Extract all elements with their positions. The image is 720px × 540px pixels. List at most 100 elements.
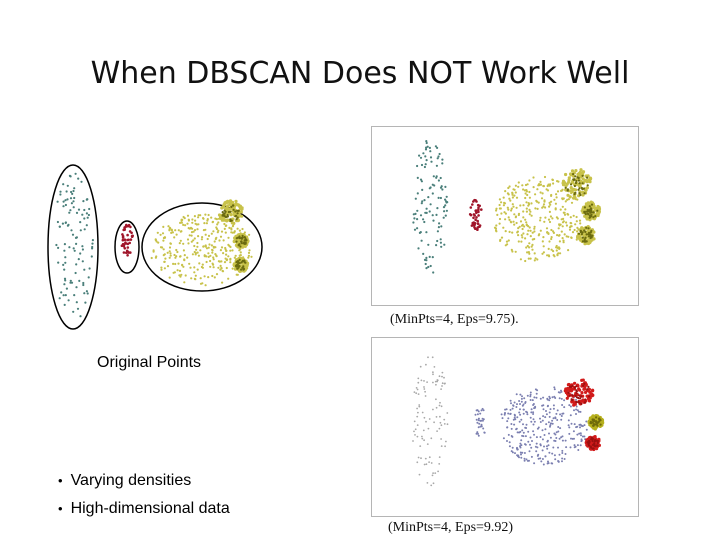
data-point bbox=[230, 231, 233, 234]
data-point bbox=[476, 226, 479, 229]
dense-cluster-point bbox=[237, 243, 240, 246]
dense-cluster-point bbox=[577, 176, 580, 180]
data-point bbox=[69, 279, 72, 282]
data-point bbox=[509, 412, 512, 415]
data-point bbox=[500, 236, 504, 239]
data-point bbox=[555, 196, 558, 199]
dense-cluster-point bbox=[226, 204, 230, 208]
data-point bbox=[508, 230, 511, 233]
data-point bbox=[191, 218, 194, 221]
data-point bbox=[473, 214, 476, 217]
data-point bbox=[519, 403, 521, 405]
data-point bbox=[72, 206, 75, 209]
data-point bbox=[527, 430, 530, 433]
data-point bbox=[196, 241, 199, 245]
data-point bbox=[444, 214, 447, 217]
data-point bbox=[517, 213, 520, 217]
data-point bbox=[435, 406, 438, 409]
data-point bbox=[576, 444, 579, 447]
data-point bbox=[474, 218, 477, 222]
data-point bbox=[508, 197, 511, 200]
dense-cluster-point bbox=[245, 239, 248, 242]
data-point bbox=[522, 210, 525, 213]
dense-cluster-point bbox=[240, 214, 244, 218]
data-point bbox=[433, 366, 436, 368]
right-cluster-outline bbox=[141, 202, 263, 292]
data-point bbox=[547, 232, 550, 235]
data-point bbox=[427, 243, 430, 246]
data-point bbox=[565, 446, 568, 449]
data-point bbox=[579, 426, 581, 429]
data-point bbox=[222, 252, 225, 255]
data-point bbox=[129, 238, 133, 241]
data-point bbox=[500, 212, 503, 215]
data-point bbox=[521, 223, 524, 226]
data-point bbox=[569, 446, 572, 449]
data-point bbox=[510, 207, 513, 210]
dense-cluster-point bbox=[238, 258, 241, 261]
data-point bbox=[514, 452, 516, 455]
data-point bbox=[434, 380, 437, 383]
data-point bbox=[425, 211, 428, 214]
dense-cluster-point bbox=[575, 390, 578, 393]
data-point bbox=[561, 197, 564, 200]
data-point bbox=[437, 470, 439, 473]
data-point bbox=[183, 281, 186, 284]
data-point bbox=[214, 237, 217, 241]
data-point bbox=[516, 403, 518, 406]
data-point bbox=[445, 440, 447, 443]
data-point bbox=[439, 176, 442, 180]
dense-cluster-point bbox=[585, 233, 588, 236]
data-point bbox=[427, 196, 430, 199]
data-point bbox=[414, 434, 416, 436]
data-point bbox=[423, 416, 426, 419]
data-point bbox=[475, 216, 478, 219]
data-point bbox=[440, 438, 442, 440]
data-point bbox=[424, 262, 427, 266]
data-point bbox=[498, 222, 501, 225]
data-point bbox=[211, 262, 214, 265]
dense-cluster-point bbox=[575, 179, 578, 183]
data-point bbox=[477, 432, 479, 435]
data-point bbox=[442, 206, 446, 209]
data-point bbox=[512, 220, 515, 223]
data-point bbox=[520, 444, 523, 447]
data-point bbox=[480, 419, 483, 422]
dense-cluster-point bbox=[225, 218, 230, 222]
data-point bbox=[542, 184, 545, 188]
data-point bbox=[196, 228, 199, 231]
data-point bbox=[562, 217, 565, 220]
data-point bbox=[223, 222, 226, 226]
data-point bbox=[62, 294, 65, 297]
data-point bbox=[58, 225, 61, 228]
dense-cluster-point bbox=[588, 241, 592, 245]
data-point bbox=[530, 420, 533, 423]
data-point bbox=[563, 406, 566, 409]
data-point bbox=[552, 407, 555, 410]
data-point bbox=[419, 156, 423, 159]
dense-cluster-point bbox=[596, 209, 599, 212]
data-point bbox=[495, 230, 498, 233]
data-point bbox=[522, 204, 525, 207]
dense-cluster-point bbox=[595, 447, 599, 451]
dense-cluster-point bbox=[587, 202, 591, 206]
dense-cluster-point bbox=[226, 199, 230, 203]
data-point bbox=[482, 427, 485, 430]
dense-cluster-point bbox=[590, 201, 594, 205]
data-point bbox=[534, 405, 537, 408]
data-point bbox=[552, 446, 555, 449]
dense-cluster-point bbox=[588, 441, 591, 444]
data-point bbox=[202, 229, 205, 232]
data-point bbox=[413, 420, 416, 423]
data-point bbox=[193, 215, 196, 218]
data-point bbox=[207, 246, 210, 249]
data-point bbox=[424, 148, 428, 151]
data-point bbox=[69, 281, 72, 284]
data-point bbox=[84, 301, 87, 304]
data-point bbox=[77, 177, 80, 180]
data-point bbox=[196, 245, 199, 248]
data-point bbox=[470, 224, 474, 227]
dense-cluster-point bbox=[578, 182, 581, 185]
data-point bbox=[179, 275, 182, 278]
data-point bbox=[504, 408, 507, 411]
